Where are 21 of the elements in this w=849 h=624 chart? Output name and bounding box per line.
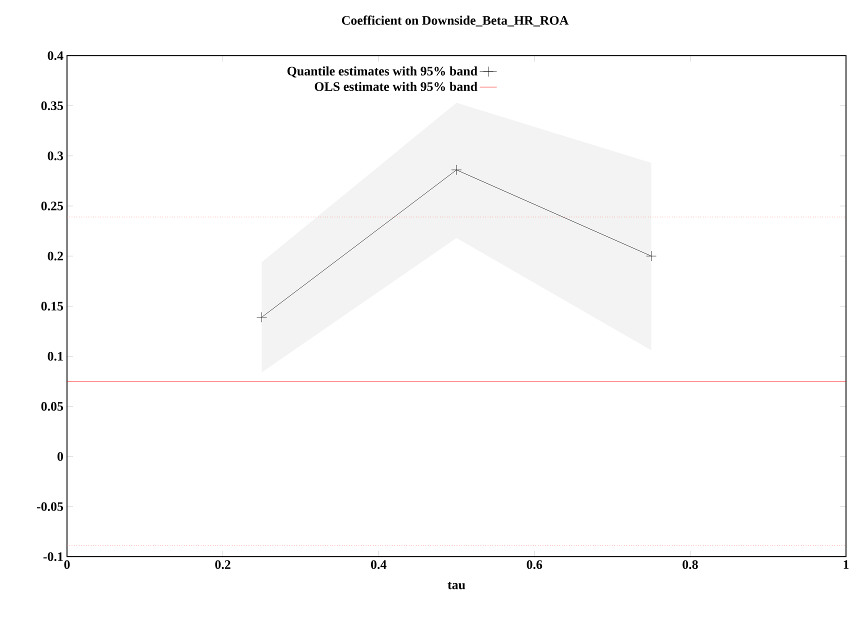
x-tick-label: 0.2 xyxy=(215,560,230,570)
x-axis-title: tau xyxy=(448,582,466,590)
y-tick-label: 0.15 xyxy=(41,302,64,311)
legend-label: OLS estimate with 95% band xyxy=(314,82,478,91)
x-tick-label: 0.4 xyxy=(371,560,386,570)
x-tick-label: 0 xyxy=(64,560,70,569)
y-tick-label: 0.4 xyxy=(48,51,64,60)
x-tick-label: 0.8 xyxy=(682,560,698,570)
y-tick-label: 0 xyxy=(58,452,63,461)
y-tick-label: 0.2 xyxy=(48,252,63,260)
legend-label: Quantile estimates with 95% band xyxy=(287,66,478,78)
x-tick-label: 0.6 xyxy=(526,560,542,570)
y-tick-label: 0.05 xyxy=(41,402,64,411)
chart-title: Coefficient on Downside_Beta_HR_ROA xyxy=(342,16,569,26)
y-tick-label: 0.1 xyxy=(48,352,63,361)
y-tick-label: 0.25 xyxy=(41,202,64,210)
y-tick-label: -0.1 xyxy=(43,552,63,562)
y-tick-label: 0.35 xyxy=(41,101,64,110)
y-tick-label: 0.3 xyxy=(48,151,64,160)
x-tick-label: 1 xyxy=(844,560,849,569)
y-tick-label: -0.05 xyxy=(36,502,64,511)
